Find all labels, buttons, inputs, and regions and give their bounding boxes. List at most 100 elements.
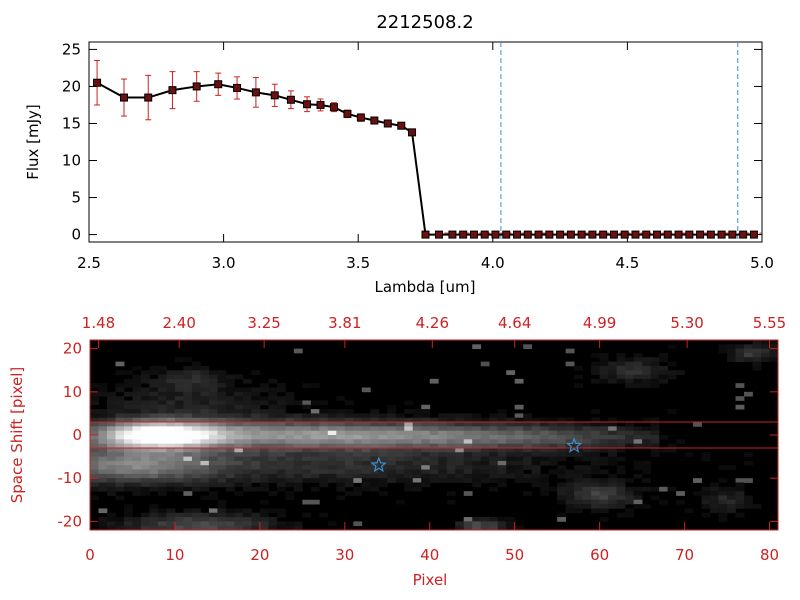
image-pixel [659,378,668,384]
image-pixel [599,508,609,514]
image-pixel [149,460,159,466]
image-pixel [132,417,142,423]
image-pixel [650,422,660,427]
image-pixel [90,469,99,475]
image-pixel [659,499,668,505]
data-point [356,113,365,122]
image-pixel [650,486,660,492]
y-axis-label: Flux [mJy] [24,104,42,180]
image-pixel [183,443,193,449]
image-pixel [633,443,643,449]
image-pixel [251,400,261,406]
image-pixel [183,391,193,397]
data-point [192,82,201,91]
image-pixel [404,452,414,457]
image-pixel [642,469,651,475]
image-pixel [217,447,227,453]
image-pixel [174,387,184,393]
image-pixel [421,417,431,423]
image-pixel [472,517,482,522]
image-pixel [489,443,499,449]
image-pixel [123,469,133,475]
image-pixel [540,435,550,440]
image-pixel [752,348,762,354]
image-pixel [259,465,269,470]
image-pixel [149,465,159,470]
image-pixel [123,439,133,445]
image-pixel [421,439,431,445]
image-pixel [234,460,244,466]
image-pixel [429,452,439,457]
image-pixel [412,430,422,436]
data-point [706,230,715,239]
image-pixel [268,443,278,449]
image-pixel [217,426,227,432]
image-pixel [480,430,490,436]
image-pixel [591,491,601,496]
image-pixel [344,452,354,457]
image-pixel [446,456,456,462]
image-pixel [353,422,363,427]
image-pixel [234,447,244,453]
image-pixel [608,435,618,440]
image-pixel [616,491,626,496]
data-point [749,230,758,239]
data-point [728,230,737,239]
image-pixel [480,460,490,466]
image-pixel [548,430,558,436]
image-pixel [90,439,99,445]
image-pixel [455,525,465,531]
image-pixel [123,443,133,449]
image-pixel [123,473,133,479]
image-pixel [591,447,601,453]
image-pixel [217,482,227,488]
pixel-axis-label: Pixel [413,571,448,589]
image-pixel [582,439,592,445]
image-pixel [701,491,711,496]
image-pixel [242,465,252,470]
image-pixel [149,456,159,462]
data-point [491,230,500,239]
image-pixel [327,413,337,419]
image-pixel [157,439,167,445]
image-pixel [132,460,142,466]
image-pixel [370,482,380,488]
image-pixel [463,439,473,445]
image-pixel [744,452,753,457]
image-pixel [217,383,227,388]
image-pixel [438,413,448,419]
image-pixel [455,443,465,449]
image-pixel [531,465,541,470]
image-pixel [455,422,465,427]
image-pixel [650,374,660,380]
image-pixel [166,400,176,406]
image-pixel [480,525,490,531]
image-pixel [387,452,397,457]
image-pixel [327,435,337,440]
image-pixel [744,348,753,354]
image-pixel [166,378,176,384]
image-pixel [480,435,490,440]
y-tick-label: 25 [62,40,81,58]
image-pixel [140,435,150,440]
image-pixel [115,495,125,501]
image-pixel [140,469,150,475]
image-pixel [149,486,159,492]
image-pixel [90,456,99,462]
image-pixel [276,460,286,466]
image-pixel [225,409,235,414]
image-pixel [565,426,575,432]
image-pixel [735,344,745,350]
image-pixel [115,413,125,419]
image-pixel [132,478,142,483]
image-pixel [574,499,584,505]
image-pixel [455,452,465,457]
image-pixel [115,422,125,427]
image-pixel [421,482,431,488]
image-pixel [285,400,295,406]
image-pixel [404,469,414,475]
image-pixel [149,525,159,531]
image-pixel [276,473,286,479]
image-pixel [412,417,422,423]
image-pixel [446,435,456,440]
